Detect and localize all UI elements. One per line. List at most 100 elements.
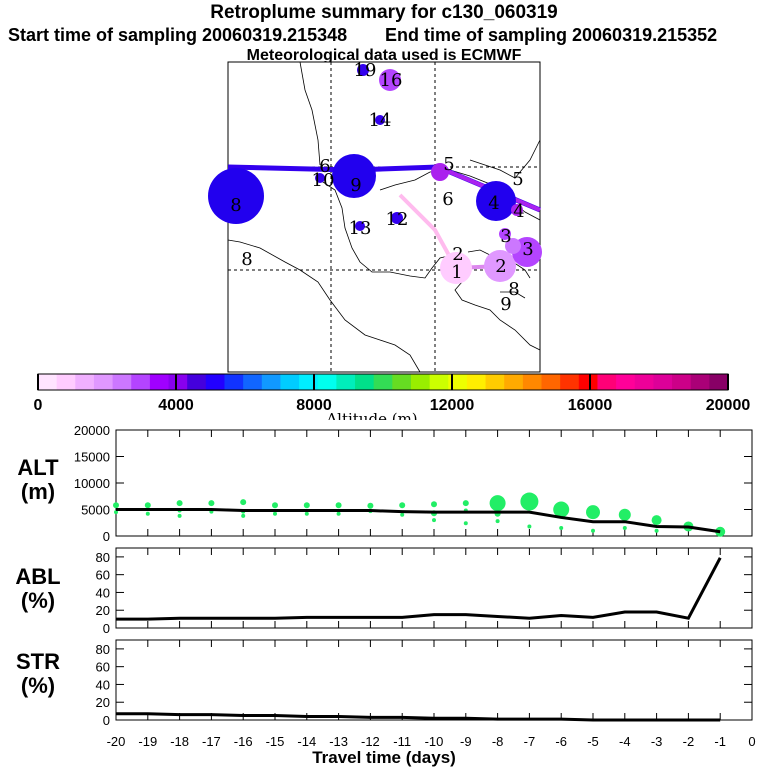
map-label: 5 [512, 169, 523, 190]
xaxis-label: Travel time (days) [312, 748, 456, 767]
colorbar-tick-label: 8000 [296, 397, 332, 414]
map-label: 14 [369, 110, 392, 131]
alt-particle [462, 500, 469, 507]
colorbar-segment [709, 374, 729, 390]
y-tick-label: 20 [96, 695, 110, 710]
x-tick-label: -12 [361, 734, 380, 749]
alt-panel-label: ALT (m) [8, 456, 68, 504]
plume-circles [208, 64, 542, 284]
alt-particle [431, 510, 437, 517]
panel-frame [115, 639, 753, 721]
map-label: 4 [513, 201, 524, 222]
colorbar-segment [653, 374, 673, 390]
alt-particle [336, 511, 341, 516]
colorbar-segment [634, 374, 654, 390]
x-tick-label: -9 [460, 734, 472, 749]
colorbar-segment [75, 374, 95, 390]
plume-circle [505, 238, 521, 254]
colorbar-segment [261, 374, 281, 390]
colorbar-segment [93, 374, 114, 390]
map-label: 5 [443, 154, 454, 175]
y-tick-label: 5000 [81, 503, 110, 518]
plume-circle [511, 204, 523, 216]
x-tick-label: -5 [587, 734, 599, 749]
alt-particle [559, 526, 564, 531]
alt-particle [272, 502, 278, 509]
alt-median-line [116, 508, 721, 534]
y-tick-label: 10000 [74, 476, 110, 491]
alt-particle [431, 501, 437, 508]
y-tick-label: 40 [96, 585, 110, 600]
y-tick-label: 60 [96, 568, 110, 583]
map-label: 10 [312, 170, 335, 191]
x-tick-label: -13 [329, 734, 348, 749]
map-label: 3 [522, 239, 533, 260]
colorbar-segment [410, 374, 431, 390]
plume-circle [332, 154, 376, 198]
y-tick-label: 40 [96, 677, 110, 692]
plume-circle [391, 212, 403, 224]
colorbar-segment [429, 374, 449, 390]
alt-particle [240, 499, 247, 506]
colorbar-segment [355, 374, 375, 390]
map-label: 6 [442, 189, 453, 210]
coastline-jamaica [500, 291, 526, 299]
alt-particle [489, 495, 506, 512]
colorbar-segment [392, 374, 412, 390]
y-tick-label: 20000 [74, 423, 110, 438]
alt-particle [177, 508, 182, 513]
plume-circle [208, 168, 264, 224]
x-tick-label: -7 [524, 734, 536, 749]
coastline-gulf [319, 179, 541, 351]
x-tick-label: -2 [683, 734, 695, 749]
x-tick-label: -10 [425, 734, 444, 749]
alt-particle [273, 511, 277, 516]
colorbar-tick-label: 0 [34, 397, 43, 414]
y-tick-label: 0 [103, 529, 110, 544]
plume-circle [499, 228, 511, 240]
plume-circle [431, 163, 449, 181]
coastline-mexico-pacific [227, 239, 421, 373]
plume-circle [375, 115, 385, 125]
x-tick-label: -17 [202, 734, 221, 749]
map-label: 9 [500, 294, 511, 315]
x-tick-label: -11 [393, 734, 411, 749]
alt-particle [208, 500, 215, 507]
x-tick-label: -6 [555, 734, 567, 749]
plume-circle [355, 221, 365, 231]
plume-circle [315, 173, 325, 183]
panel-frame [115, 429, 753, 537]
x-tick-label: 0 [748, 734, 755, 749]
x-tick-label: -18 [170, 734, 189, 749]
colorbar-segment [317, 374, 337, 390]
str-panel-label: STR (%) [8, 650, 68, 698]
x-tick-label: -16 [234, 734, 253, 749]
alt-particle [145, 511, 150, 516]
str-unit-text: (%) [20, 673, 56, 698]
y-tick-label: 80 [96, 642, 110, 657]
colorbar-ticks: 0 4000 8000 12000 16000 20000 [34, 374, 750, 414]
colorbar-segment [336, 374, 356, 390]
colorbar-tick-label: 12000 [430, 397, 475, 414]
alt-particle [304, 511, 309, 516]
alt-particle [494, 510, 501, 517]
colorbar-segment [112, 374, 132, 390]
colorbar-segment [616, 374, 636, 390]
x-tick-label: -15 [266, 734, 285, 749]
colorbar-segment [131, 374, 151, 390]
alt-particle [368, 509, 373, 514]
alt-particle [715, 526, 726, 537]
colorbar-tick-label: 16000 [568, 397, 613, 414]
map-label: 8 [508, 279, 519, 300]
x-tick-label: -19 [138, 734, 157, 749]
alt-particle [683, 521, 694, 532]
alt-particle [144, 502, 151, 509]
x-tick-label: -1 [714, 734, 726, 749]
altitude-colorbar [37, 373, 729, 391]
alt-particle [176, 500, 183, 507]
alt-particle [495, 519, 500, 524]
x-tick-label: -4 [619, 734, 631, 749]
alt-particle [651, 515, 662, 526]
x-tick-label: -3 [651, 734, 663, 749]
